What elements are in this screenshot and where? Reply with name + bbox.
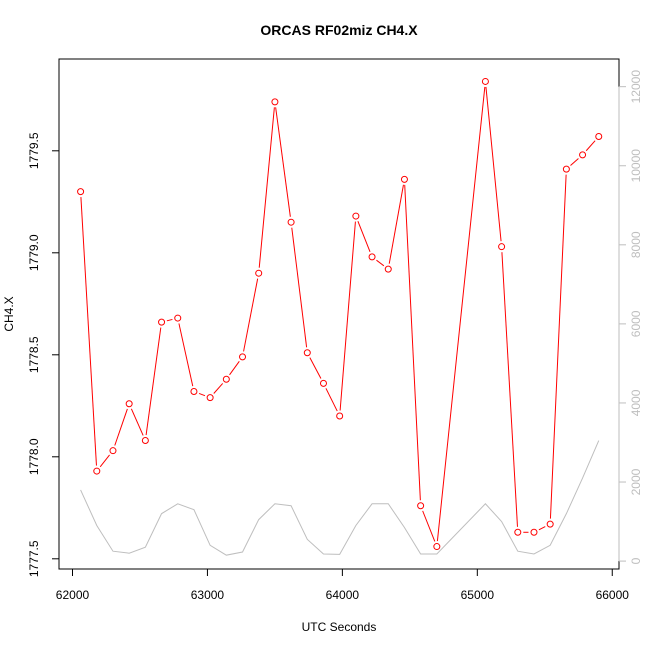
series-0-point (579, 151, 587, 159)
series-0-segment (325, 388, 338, 412)
series-0-segment (229, 361, 240, 376)
series-0-point (595, 133, 603, 141)
series-0-segment (130, 408, 144, 436)
y2-tick-label: 2000 (629, 468, 643, 495)
series-0-point (303, 349, 311, 357)
series-0-segment (178, 323, 194, 387)
series-0-point (336, 412, 344, 420)
chart-title: ORCAS RF02miz CH4.X (260, 22, 418, 38)
series-0-point (546, 520, 554, 528)
series-0-segment (258, 107, 275, 268)
left-y-axis: 1777.5 1778.0 1778.5 1779.0 1779.5 (27, 132, 60, 577)
x-tick-label: 65000 (461, 588, 495, 602)
series-0-point (417, 502, 425, 510)
series-0-point (368, 253, 376, 261)
series-0-segment (485, 86, 502, 242)
series-0-segment (243, 278, 259, 352)
series-0-point (255, 269, 263, 277)
series-0-point (287, 218, 295, 226)
right-y-axis: 0 2000 4000 6000 8000 10000 12000 (618, 70, 643, 564)
y2-tick-label: 8000 (629, 231, 643, 258)
series-0-point (514, 528, 522, 536)
series-0-segment (376, 259, 385, 267)
series-layer (77, 77, 603, 556)
series-0-point (271, 98, 279, 106)
series-1-line (80, 440, 600, 556)
x-tick-label: 64000 (326, 588, 360, 602)
series-0-segment (538, 526, 546, 531)
series-0-segment (198, 392, 206, 397)
x-axis-label: UTC Seconds (302, 620, 377, 634)
series-0-point (158, 318, 166, 326)
y2-tick-label: 0 (629, 557, 643, 564)
series-0-segment (80, 197, 97, 466)
plot-frame (58, 58, 620, 570)
series-0-point (109, 447, 117, 455)
series-0-segment (213, 383, 224, 394)
series-0-point (319, 379, 327, 387)
series-0-point (190, 388, 198, 396)
y-tick-label: 1778.0 (27, 438, 41, 475)
y2-tick-label: 10000 (629, 149, 643, 183)
series-0-segment (585, 140, 596, 152)
x-tick-label: 62000 (56, 588, 90, 602)
series-0-segment (357, 221, 371, 252)
series-0-point (481, 77, 489, 85)
series-0-segment (570, 158, 579, 166)
series-0-segment (339, 221, 356, 411)
series-0-segment (309, 357, 322, 379)
series-0-point (530, 528, 538, 536)
series-0-segment (145, 327, 162, 436)
y-tick-label: 1777.5 (27, 540, 41, 577)
series-0-segment (99, 454, 110, 468)
y2-tick-label: 6000 (629, 310, 643, 337)
series-0-segment (291, 227, 308, 348)
y-axis-label: CH4.X (2, 296, 16, 331)
series-0-segment (549, 174, 567, 519)
series-0-point (384, 265, 392, 273)
series-0-point (498, 243, 506, 251)
x-tick-label: 66000 (596, 588, 630, 602)
series-0-segment (388, 184, 404, 264)
series-0-segment (166, 318, 173, 322)
series-0-point (125, 400, 133, 408)
series-0-segment (404, 184, 421, 501)
y2-tick-label: 4000 (629, 389, 643, 416)
x-axis: 62000 63000 64000 65000 66000 (56, 568, 630, 602)
series-0-point (433, 543, 441, 551)
series-0-point (400, 175, 408, 183)
x-tick-label: 63000 (191, 588, 225, 602)
series-0-point (239, 353, 247, 361)
series-0-point (77, 188, 85, 196)
y-tick-label: 1779.0 (27, 234, 41, 271)
series-0-point (222, 375, 230, 383)
series-0-segment (501, 252, 518, 527)
series-0-point (93, 467, 101, 475)
y2-tick-label: 12000 (629, 70, 643, 104)
series-0-point (174, 314, 182, 322)
series-0-segment (422, 510, 436, 542)
series-0-segment (436, 86, 486, 542)
series-0-point (206, 394, 214, 402)
y-tick-label: 1779.5 (27, 132, 41, 169)
series-0-segment (114, 408, 128, 446)
series-0-point (352, 212, 360, 220)
y-tick-label: 1778.5 (27, 336, 41, 373)
series-0-segment (275, 107, 291, 217)
series-0-point (141, 436, 149, 444)
series-0-point (562, 165, 570, 173)
